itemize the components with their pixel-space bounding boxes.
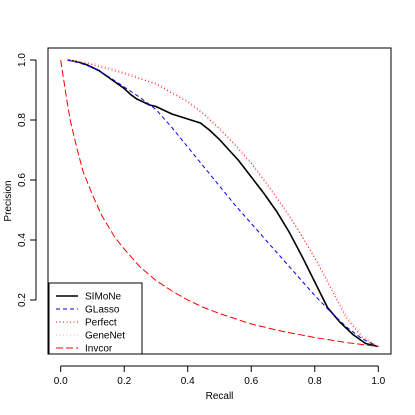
series-layer — [60, 59, 379, 348]
legend: SIMoNe GLasso Perfect GeneNet Invcor — [48, 282, 143, 355]
x-axis-label: Recall — [206, 391, 234, 402]
y-tick-label: 0.4 — [17, 233, 28, 247]
y-tick-label: 1.0 — [17, 53, 28, 67]
legend-label-invcor: Invcor — [85, 344, 113, 355]
y-axis-label: Precision — [3, 180, 14, 221]
x-tick-label: 0.4 — [181, 376, 195, 387]
series-line-perfect — [67, 59, 379, 347]
x-tick-label: 0.6 — [244, 376, 258, 387]
plot-frame — [47, 47, 392, 355]
x-tick-label: 0.0 — [54, 376, 68, 387]
x-axis: 0.0 0.2 0.4 0.6 0.8 1.0 — [54, 365, 386, 387]
y-tick-label: 0.2 — [17, 293, 28, 307]
legend-label-perfect: Perfect — [85, 318, 117, 329]
series-line-genenet — [67, 59, 379, 347]
y-axis: 0.2 0.4 0.6 0.8 1.0 — [17, 53, 37, 307]
x-tick-label: 0.2 — [117, 376, 131, 387]
legend-label-genenet: GeneNet — [85, 331, 125, 342]
y-tick-label: 0.6 — [17, 173, 28, 187]
legend-box — [48, 282, 143, 355]
x-tick-label: 1.0 — [371, 376, 385, 387]
series-line-simone — [66, 59, 379, 348]
legend-label-glasso: GLasso — [85, 305, 120, 316]
legend-label-simone: SIMoNe — [85, 292, 122, 303]
y-tick-label: 0.8 — [17, 113, 28, 127]
series-line-glasso — [66, 59, 379, 347]
series-line-invcor — [60, 59, 379, 347]
x-tick-label: 0.8 — [308, 376, 322, 387]
